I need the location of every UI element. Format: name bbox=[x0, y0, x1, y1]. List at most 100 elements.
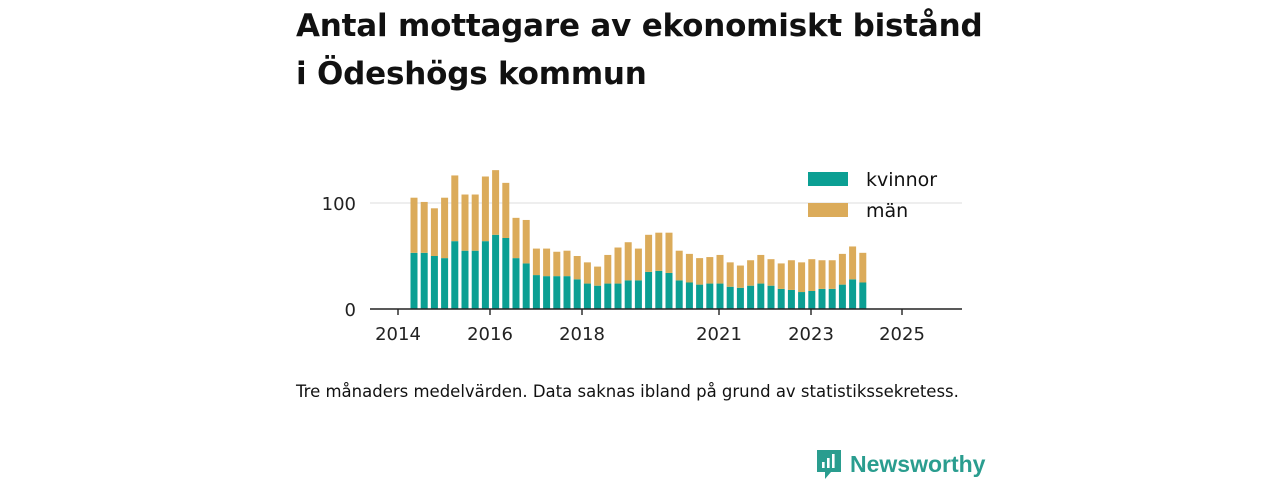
bar-man bbox=[838, 253, 846, 285]
x-tick-label: 2018 bbox=[559, 324, 605, 345]
bar-kvinnor bbox=[481, 241, 489, 309]
bar-kvinnor bbox=[614, 283, 622, 309]
bar-man bbox=[665, 232, 673, 273]
bar-man bbox=[563, 250, 571, 277]
bar-man bbox=[502, 182, 510, 238]
bar-man bbox=[512, 217, 520, 259]
bar-man bbox=[645, 234, 653, 272]
bar-man bbox=[655, 232, 663, 271]
bar-kvinnor bbox=[594, 285, 602, 309]
bar-kvinnor bbox=[451, 241, 459, 309]
bar-man bbox=[532, 248, 540, 276]
bar-kvinnor bbox=[665, 272, 673, 309]
bar-kvinnor bbox=[767, 285, 775, 309]
x-axis-ticks: 2014 2016 2018 2021 2023 2025 bbox=[375, 309, 925, 345]
x-tick-label: 2014 bbox=[375, 324, 421, 345]
bar-man bbox=[471, 194, 479, 251]
bar-man bbox=[818, 260, 826, 289]
bar-man bbox=[747, 260, 755, 286]
bars bbox=[410, 170, 867, 309]
bar-man bbox=[859, 252, 867, 283]
bar-kvinnor bbox=[492, 234, 500, 309]
bar-man bbox=[441, 197, 449, 259]
bar-kvinnor bbox=[777, 288, 785, 309]
bar-kvinnor bbox=[798, 292, 806, 309]
bar-man bbox=[757, 254, 765, 284]
bar-man bbox=[696, 258, 704, 285]
brand-name: Newsworthy bbox=[850, 450, 986, 477]
bar-kvinnor bbox=[706, 283, 714, 309]
bar-man bbox=[675, 250, 683, 281]
bar-kvinnor bbox=[573, 279, 581, 309]
bar-kvinnor bbox=[410, 252, 418, 309]
bar-man bbox=[430, 208, 438, 256]
bar-man bbox=[777, 263, 785, 289]
bar-kvinnor bbox=[532, 275, 540, 309]
bar-kvinnor bbox=[543, 276, 551, 309]
bar-kvinnor bbox=[675, 280, 683, 309]
y-axis-ticks: 0 100 bbox=[322, 194, 356, 321]
x-tick-label: 2021 bbox=[696, 324, 742, 345]
bar-kvinnor bbox=[563, 276, 571, 309]
bar-kvinnor bbox=[471, 250, 479, 309]
bar-man bbox=[716, 254, 724, 284]
bar-kvinnor bbox=[828, 288, 836, 309]
bar-kvinnor bbox=[838, 284, 846, 309]
bar-man bbox=[614, 247, 622, 284]
bar-kvinnor bbox=[604, 283, 612, 309]
bar-kvinnor bbox=[696, 284, 704, 309]
bar-man bbox=[461, 194, 469, 251]
x-tick-label: 2025 bbox=[879, 324, 925, 345]
title-line-1: Antal mottagare av ekonomiskt bistånd bbox=[296, 8, 983, 44]
y-tick-label: 0 bbox=[345, 300, 356, 321]
bar-kvinnor bbox=[849, 279, 857, 309]
bar-kvinnor bbox=[420, 252, 428, 309]
bar-man bbox=[798, 262, 806, 293]
bar-kvinnor bbox=[645, 271, 653, 309]
legend-label-kvinnor: kvinnor bbox=[866, 169, 937, 191]
bar-man bbox=[481, 176, 489, 242]
bar-man bbox=[706, 257, 714, 284]
bar-kvinnor bbox=[461, 250, 469, 309]
bar-kvinnor bbox=[655, 270, 663, 309]
bar-man bbox=[808, 259, 816, 291]
bar-man bbox=[685, 253, 693, 283]
legend-label-man: män bbox=[866, 200, 908, 222]
bar-kvinnor bbox=[583, 283, 591, 309]
bar-kvinnor bbox=[624, 280, 632, 309]
bar-man bbox=[736, 265, 744, 288]
chart-title: Antal mottagare av ekonomiskt bistånd i … bbox=[296, 2, 1056, 98]
bar-man bbox=[634, 248, 642, 281]
chart-caption: Tre månaders medelvärden. Data saknas ib… bbox=[296, 382, 959, 401]
bar-kvinnor bbox=[757, 283, 765, 309]
bar-man bbox=[573, 256, 581, 280]
x-tick-label: 2023 bbox=[788, 324, 834, 345]
bar-kvinnor bbox=[726, 286, 734, 309]
bar-kvinnor bbox=[808, 290, 816, 309]
bar-kvinnor bbox=[512, 258, 520, 309]
bar-kvinnor bbox=[818, 288, 826, 309]
legend-swatch-kvinnor bbox=[808, 172, 848, 186]
bar-man bbox=[451, 175, 459, 242]
title-line-2: i Ödeshögs kommun bbox=[296, 56, 647, 92]
bar-man bbox=[543, 248, 551, 277]
x-tick-label: 2016 bbox=[467, 324, 513, 345]
legend: kvinnor män bbox=[808, 169, 937, 222]
bar-man bbox=[410, 197, 418, 253]
bar-man bbox=[787, 260, 795, 290]
bar-kvinnor bbox=[502, 237, 510, 309]
bar-kvinnor bbox=[736, 287, 744, 309]
bar-man bbox=[828, 260, 836, 289]
bar-man bbox=[522, 219, 530, 264]
bar-man bbox=[420, 201, 428, 253]
bar-man bbox=[624, 242, 632, 281]
bar-man bbox=[492, 170, 500, 235]
bar-kvinnor bbox=[441, 258, 449, 309]
bar-man bbox=[583, 262, 591, 284]
bar-man bbox=[767, 259, 775, 286]
bar-man bbox=[594, 266, 602, 286]
bar-kvinnor bbox=[747, 285, 755, 309]
bar-kvinnor bbox=[859, 282, 867, 309]
bar-kvinnor bbox=[430, 256, 438, 309]
bar-man bbox=[604, 254, 612, 284]
